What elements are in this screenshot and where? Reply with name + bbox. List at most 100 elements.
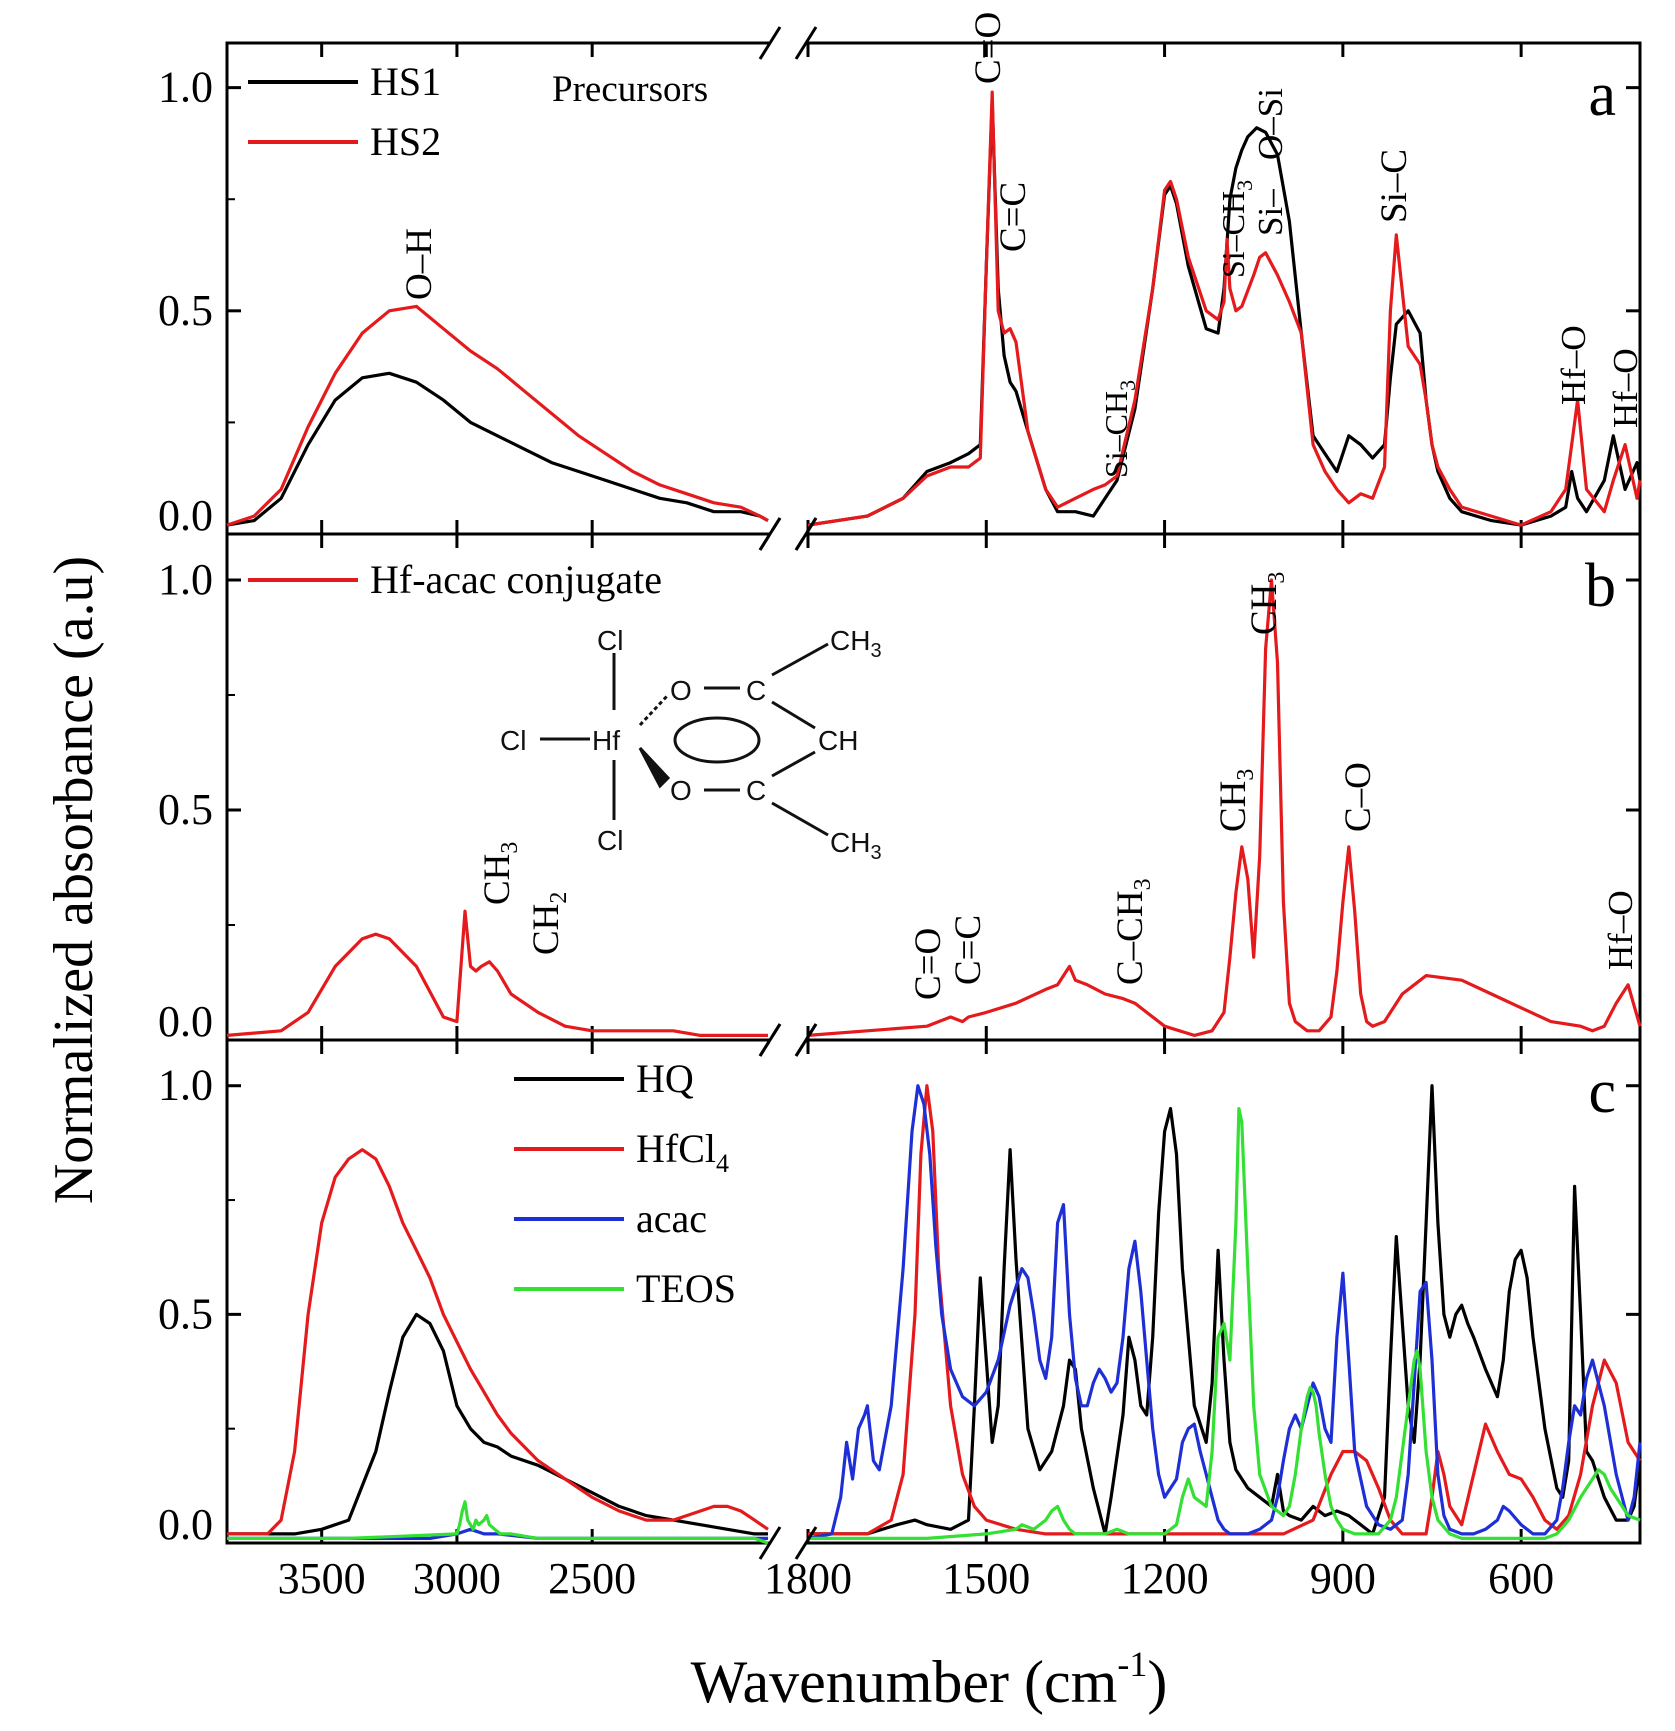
axis-break-mark [758, 26, 782, 60]
series-line-hf-acac-conjugate-seg0 [226, 909, 768, 1037]
annotation-hf-o-b: Hf–O [1601, 890, 1640, 970]
x-tick-label: 3500 [278, 1554, 366, 1603]
y-tick-label: 0.0 [158, 491, 213, 540]
axis-break-mark [794, 1023, 818, 1057]
panel-letter-c: c [1588, 1058, 1616, 1126]
conjugation-ring [673, 716, 761, 764]
axis-break-mark [794, 26, 818, 60]
bond-hf-o-bottom-wedge [638, 746, 671, 789]
x-axis-title-sup: -1 [1117, 1644, 1147, 1684]
series-line-hq-seg1 [808, 1084, 1642, 1536]
bond-c-ch3-bottom [771, 801, 829, 837]
series-line-hf-acac-conjugate-seg1 [807, 578, 1642, 1037]
legend-label: HfCl4 [636, 1126, 729, 1178]
annotation-ch2-b: CH2 [526, 892, 572, 955]
legend-label: HQ [636, 1056, 694, 1101]
legend-label: TEOS [636, 1266, 736, 1311]
annotation-c-ch3-b: C–CH3 [1110, 878, 1156, 985]
annotation-si-c: Si–C [1374, 149, 1415, 223]
legend-label: acac [636, 1196, 707, 1241]
annotation-c-o: C=O [968, 12, 1009, 84]
legend-label: HS1 [370, 59, 441, 104]
panel-letter-b: b [1585, 552, 1616, 620]
y-tick-label: 1.0 [158, 1061, 213, 1110]
x-tick-label: 900 [1310, 1554, 1376, 1603]
axis-break-gap [770, 530, 806, 538]
bond-c-ch-bottom [771, 750, 816, 778]
label-o-top: O [670, 675, 692, 706]
panel-c: 0.0 0.5 1.0 HQ HfCl4 acac TEOS c [158, 1023, 1642, 1560]
x-tick-label: 2500 [548, 1554, 636, 1603]
hf-acac-structure-labels: Cl Cl Hf Cl O O C C CH3 CH CH3 [500, 625, 882, 864]
y-tick-label: 0.5 [158, 286, 213, 335]
y-tick-label: 0.0 [158, 997, 213, 1046]
series-line-teos-seg1 [808, 1107, 1641, 1540]
annotation-si-ch3-high: Si–CH3 [1215, 180, 1257, 278]
y-tick-label: 1.0 [158, 555, 213, 604]
plot-area: 0.0 0.5 1.0 HS1 HS2 a 0.0 0.5 1.0 Hf-acac conjuga… [158, 26, 1642, 1603]
annotation-ch3-b1: CH3 [477, 842, 523, 905]
label-ch3-bottom: CH3 [830, 827, 882, 864]
axis-break-mark [758, 517, 782, 551]
annotation-c-o-b: C–O [1338, 762, 1379, 832]
annotation-o-si: O–Si [1251, 88, 1290, 160]
axis-break-gap [770, 1036, 806, 1044]
series-line-hs1-seg1 [807, 99, 1642, 527]
y-tick-label: 0.5 [158, 785, 213, 834]
series-line-hs2-seg1 [807, 90, 1642, 527]
label-hf: Hf [592, 725, 620, 756]
annotation-si-ch3-low: Si–CH3 [1098, 380, 1140, 478]
label-cl-left: Cl [500, 725, 526, 756]
bond-c-ch3-top [771, 642, 829, 677]
annotation-hf-o-2: Hf–O [1606, 348, 1645, 428]
panel-a: 0.0 0.5 1.0 HS1 HS2 a [158, 26, 1642, 551]
panel-b: 0.0 0.5 1.0 Hf-acac conjugate b [158, 517, 1642, 1057]
y-tick-label: 1.0 [158, 63, 213, 112]
annotation-c-c-b: C=C [948, 915, 989, 985]
axis-break-mark [758, 1023, 782, 1057]
label-c-top: C [746, 675, 766, 706]
y-tick-label: 0.5 [158, 1289, 213, 1338]
legend-label: Hf-acac conjugate [370, 557, 662, 602]
panel-a-title: Precursors [552, 69, 708, 110]
x-axis-title-close: ) [1147, 1649, 1167, 1715]
axis-break-mark [794, 1526, 818, 1560]
panel-b-annotations: CH3 CH2 C=O C=C C–CH3 CH3 CH3 C–O Hf–O [477, 572, 1640, 1000]
x-axis-title: Wavenumber (cm-1) [691, 1644, 1168, 1715]
x-axis-title-main: Wavenumber (cm [691, 1649, 1118, 1715]
label-ch: CH [818, 725, 858, 756]
label-cl-bottom: Cl [597, 825, 623, 856]
label-ch3-top: CH3 [830, 625, 882, 662]
annotation-si-dash: Si– [1251, 189, 1290, 236]
annotation-hf-o-1: Hf–O [1554, 325, 1593, 405]
series-line-hfcl-seg0 [227, 1148, 769, 1536]
x-tick-label: 1500 [942, 1554, 1030, 1603]
panel-a-annotations: Precursors O–H C=O C=C Si–CH3 Si–CH3 O–S… [399, 12, 1645, 478]
bond-c-ch-top [771, 700, 816, 730]
axis-break-mark [794, 517, 818, 551]
label-o-bottom: O [670, 775, 692, 806]
annotation-o-h: O–H [399, 228, 440, 300]
label-cl-top: Cl [597, 625, 623, 656]
legend-label: HS2 [370, 119, 441, 164]
x-tick-label: 3000 [413, 1554, 501, 1603]
annotation-c-c: C=C [993, 182, 1034, 252]
x-tick-label: 1800 [764, 1554, 852, 1603]
label-c-bottom: C [746, 775, 766, 806]
annotation-c-o-double-b: C=O [908, 928, 949, 1000]
axis-break-gap [770, 1539, 806, 1547]
series-line-hs1-seg0 [226, 371, 769, 527]
series-line-teos-seg0 [227, 1500, 769, 1545]
x-tick-label: 1200 [1121, 1554, 1209, 1603]
annotation-ch3-b3: CH3 [1244, 572, 1290, 635]
x-tick-label: 600 [1488, 1554, 1554, 1603]
panel-letter-a: a [1588, 61, 1616, 129]
y-axis-title: Normalized absorbance (a.u) [43, 556, 105, 1204]
hf-acac-structure [540, 642, 829, 837]
y-tick-label: 0.0 [158, 1500, 213, 1549]
annotation-ch3-b2: CH3 [1213, 769, 1259, 832]
axis-break-gap [770, 39, 806, 47]
axis-break-mark [758, 1526, 782, 1560]
